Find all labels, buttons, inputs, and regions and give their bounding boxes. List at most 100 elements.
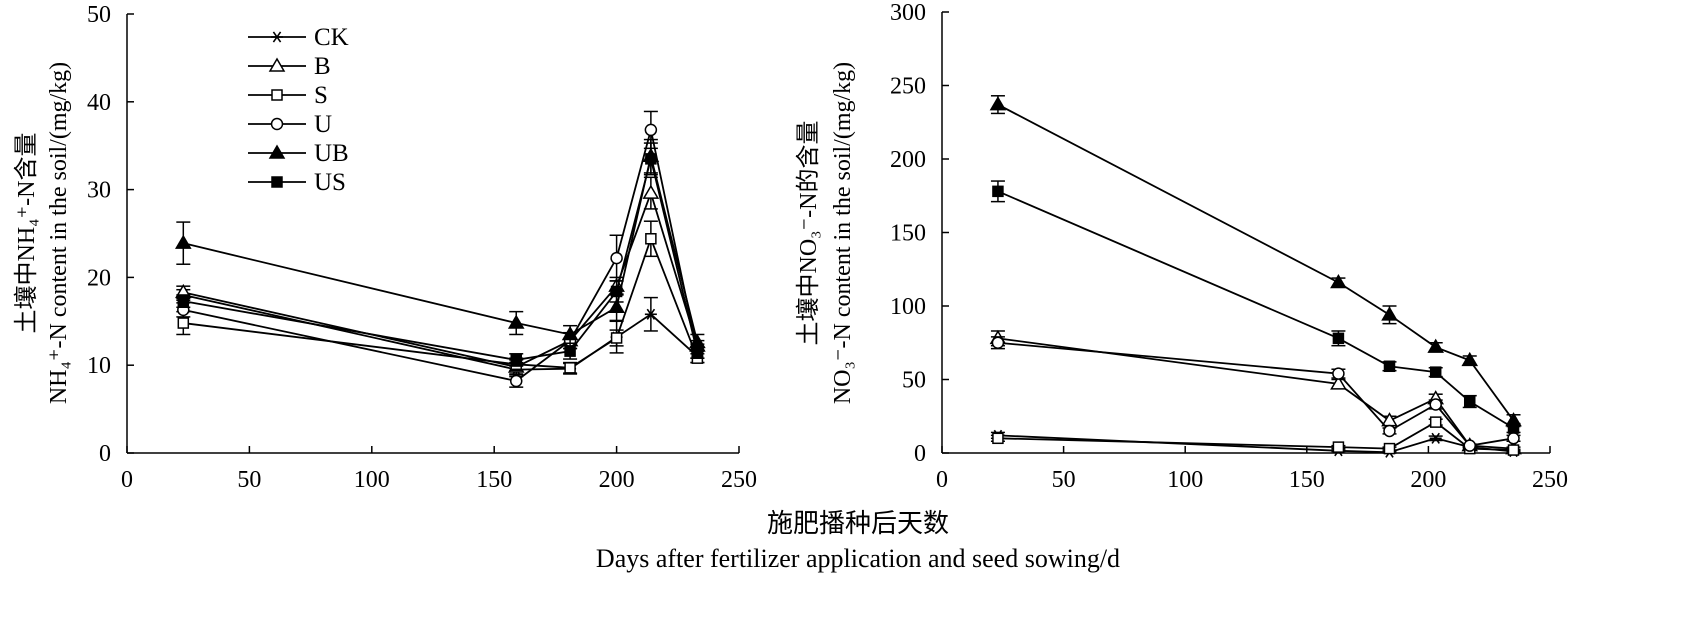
nh4-xtick-label: 200 (599, 467, 635, 493)
legend-label-b: B (314, 53, 331, 80)
nh4-point-ub (561, 325, 579, 341)
no3-series-group (989, 95, 1522, 458)
no3-line-ub (997, 103, 1515, 422)
nh4-point-us (645, 153, 657, 165)
nh4-point-us (510, 354, 522, 366)
legend-label-us: US (314, 169, 346, 196)
no3-point-us (1383, 360, 1396, 373)
legend-item-ck: CK (248, 24, 349, 51)
legend-item-u: U (248, 111, 332, 138)
legend-item-b: B (248, 53, 331, 80)
nh4-point-s (564, 362, 576, 374)
no3-xtick-label: 150 (1289, 467, 1325, 493)
nh4-line-us (183, 158, 699, 361)
nh4-panel: 0 50 100 150 200 250 0 10 20 30 40 50 土壤中NH₄⁺-N含量 N… (13, 2, 757, 493)
nh4-ytick-label: 0 (99, 441, 111, 467)
nh4-ytick-label: 50 (87, 2, 111, 28)
nh4-point-ck (644, 308, 657, 320)
nh4-series-ck (176, 288, 705, 378)
nh4-point-u (610, 251, 623, 265)
no3-ytick-label: 200 (890, 147, 926, 173)
no3-line-s (997, 421, 1514, 451)
legend-marker-b (268, 57, 286, 72)
nh4-ytick-label: 40 (87, 90, 111, 116)
no3-point-s (1429, 416, 1442, 428)
nh4-point-u (644, 123, 658, 137)
no3-point-us (992, 185, 1004, 198)
nh4-point-s (610, 332, 623, 344)
no3-point-b (1330, 375, 1347, 390)
nh4-xtick-label: 100 (354, 467, 390, 493)
nh4-point-s (645, 233, 657, 245)
nh4-series-group (174, 110, 706, 388)
nh4-series-b (174, 176, 706, 375)
nh4-ylabel-zh: 土壤中NH₄⁺-N含量 (13, 132, 40, 333)
no3-series-us (990, 180, 1521, 434)
nh4-point-ub (608, 298, 625, 314)
no3-point-ck (1429, 432, 1442, 444)
legend-marker-us (271, 176, 283, 188)
x-title-en: Days after fertilizer application and se… (596, 544, 1120, 573)
no3-point-u (1332, 367, 1345, 380)
no3-point-s (1507, 444, 1520, 456)
nh4-point-us (177, 295, 190, 307)
no3-xtick-label: 0 (936, 467, 948, 493)
nh4-point-ub (507, 314, 525, 329)
legend-marker-ck (271, 31, 283, 43)
no3-xtick-label: 100 (1167, 467, 1203, 493)
legend-marker-ub (268, 144, 286, 159)
nh4-point-ub (174, 234, 192, 249)
no3-line-b (997, 337, 1514, 450)
no3-ytick-label: 300 (890, 0, 926, 26)
no3-point-u (1463, 439, 1476, 452)
no3-xtick-label: 200 (1410, 467, 1446, 493)
no3-point-u (1507, 432, 1520, 445)
legend-item-ub: UB (248, 140, 349, 167)
no3-point-u (1383, 424, 1396, 438)
legend-marker-u (270, 117, 284, 131)
no3-ylabel-zh: 土壤中NO₃⁻-N的含量 (795, 120, 822, 345)
no3-point-ub (1381, 306, 1398, 321)
no3-xtick-label: 250 (1532, 467, 1568, 493)
no3-point-s (1332, 441, 1345, 453)
no3-ytick-label: 50 (902, 368, 926, 394)
nh4-xtick-label: 0 (121, 467, 133, 493)
nh4-line-b (183, 190, 699, 368)
no3-point-us (1507, 422, 1520, 434)
nh4-xtick-label: 150 (476, 467, 512, 493)
no3-line-ck (997, 434, 1514, 454)
nh4-point-u (509, 374, 523, 388)
no3-line-u (997, 341, 1514, 447)
legend-marker-s (271, 89, 283, 101)
nh4-xtick-label: 250 (721, 467, 757, 493)
no3-panel: 0 50 100 150 200 250 0 50 100 150 200 250 300 土壤中NO₃… (795, 0, 1568, 493)
no3-ytick-label: 250 (890, 74, 926, 100)
no3-point-b (1381, 412, 1398, 427)
no3-line-us (997, 190, 1514, 429)
nh4-point-s (177, 317, 190, 329)
nh4-line-s (183, 236, 699, 369)
legend-label-u: U (314, 111, 332, 138)
no3-ytick-label: 0 (914, 441, 926, 467)
nh4-point-ub (689, 333, 706, 349)
nh4-ytick-label: 10 (87, 353, 111, 379)
legend-item-us: US (248, 169, 346, 196)
nh4-ticks: 0 50 100 150 200 250 0 10 20 30 40 50 (87, 2, 757, 493)
no3-xtick-label: 50 (1052, 467, 1076, 493)
nh4-point-us (564, 345, 576, 357)
nh4-point-us (691, 347, 704, 359)
legend-item-s: S (248, 82, 328, 109)
no3-ylabel-en: NO₃⁻-N content in the soil/(mg/kg) (830, 62, 856, 404)
no3-point-ub (1427, 338, 1445, 353)
no3-point-ub (1461, 351, 1479, 367)
no3-point-us (1463, 395, 1476, 408)
no3-point-us (1332, 332, 1345, 345)
no3-ytick-label: 150 (890, 221, 926, 247)
no3-point-us (1429, 366, 1442, 378)
no3-point-u (991, 336, 1005, 349)
no3-point-s (992, 432, 1004, 445)
legend-label-ub: UB (314, 140, 349, 167)
